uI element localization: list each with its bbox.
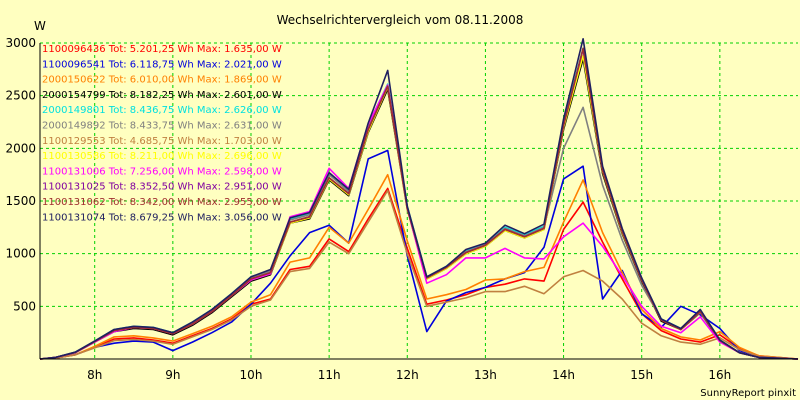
series-line-7 <box>39 189 799 360</box>
x-tick-label: 16h <box>708 368 731 382</box>
legend-entry: 1100131006 Tot: 7.256,00 Wh Max: 2.598,0… <box>42 166 282 177</box>
x-tick-label: 15h <box>630 368 653 382</box>
legend-entry: 1100130586 Tot: 8.211,00 Wh Max: 2.696,0… <box>42 151 282 162</box>
x-tick-labels: 8h 9h 10h 11h 12h 13h 14h 15h 16h <box>87 368 731 382</box>
y-tick-label: 2500 <box>5 89 36 103</box>
legend: 1100096436 Tot: 5.201,25 Wh Max: 1.635,0… <box>42 44 282 223</box>
legend-entry: 1100131074 Tot: 8.679,25 Wh Max: 3.056,0… <box>42 212 282 223</box>
legend-entry: 1100096541 Tot: 6.118,75 Wh Max: 2.021,0… <box>42 59 282 70</box>
y-tick-label: 1000 <box>5 247 36 261</box>
x-tick-label: 14h <box>552 368 575 382</box>
y-tick-label: 1500 <box>5 194 36 208</box>
legend-entry: 1100131025 Tot: 8.352,50 Wh Max: 2.951,0… <box>42 182 282 193</box>
legend-entry: 2000149801 Tot: 8.436,75 Wh Max: 2.626,0… <box>42 105 282 116</box>
footer-credit: SunnyReport pinxit <box>700 388 796 399</box>
x-tick-label: 10h <box>240 368 263 382</box>
y-tick-label: 3000 <box>5 36 36 50</box>
y-tick-label: 500 <box>13 299 36 313</box>
series-line-12 <box>39 37 799 360</box>
x-tick-label: 9h <box>165 368 180 382</box>
x-tick-label: 11h <box>318 368 341 382</box>
legend-entry: 1100131062 Tot: 8.342,00 Wh Max: 2.955,0… <box>42 197 282 208</box>
legend-entry: 1100096436 Tot: 5.201,25 Wh Max: 1.635,0… <box>42 44 282 55</box>
y-axis-label: W <box>34 19 46 33</box>
series-lines <box>39 37 799 360</box>
chart-title: Wechselrichtervergleich vom 08.11.2008 <box>277 13 524 27</box>
x-tick-label: 12h <box>396 368 419 382</box>
series-line-1 <box>39 187 799 360</box>
legend-entry: 2000150622 Tot: 6.010,00 Wh Max: 1.869,0… <box>42 75 282 86</box>
series-line-3 <box>39 173 799 360</box>
legend-entry: 1100129553 Tot: 4.685,75 Wh Max: 1.703,0… <box>42 136 282 147</box>
y-tick-labels: 500 1000 1500 2000 2500 3000 <box>5 36 36 313</box>
y-tick-label: 2000 <box>5 141 36 155</box>
x-tick-label: 13h <box>474 368 497 382</box>
legend-entry: 2000149892 Tot: 8.433,75 Wh Max: 2.631,0… <box>42 121 282 132</box>
x-tick-label: 8h <box>87 368 102 382</box>
legend-entry: 2000154799 Tot: 8.182,25 Wh Max: 2.601,0… <box>42 90 282 101</box>
